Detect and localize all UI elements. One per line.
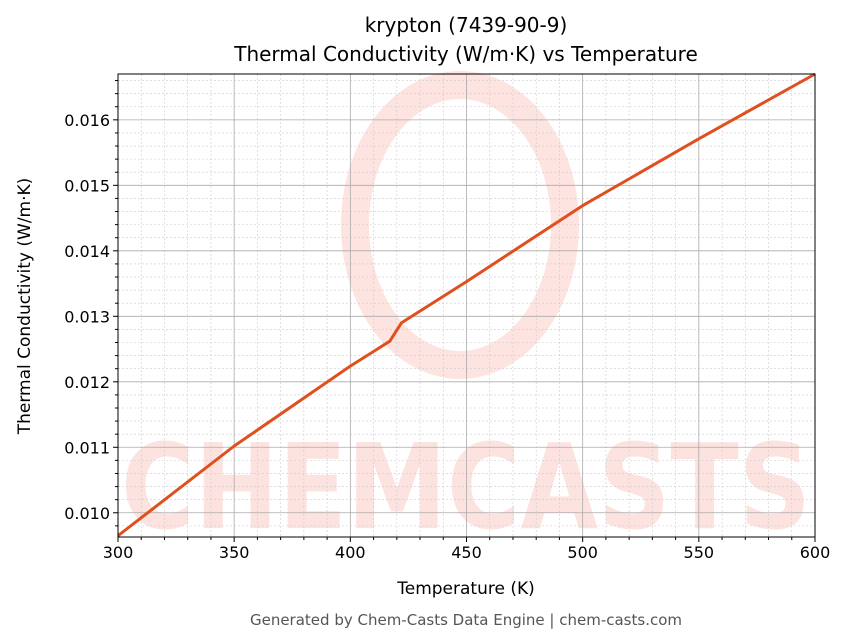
y-tick-label: 0.014 — [64, 242, 110, 261]
plot-frame — [117, 73, 816, 538]
x-tick-label: 300 — [103, 543, 134, 562]
y-tick-label: 0.010 — [64, 504, 110, 523]
y-tick-label: 0.013 — [64, 307, 110, 326]
y-tick-label: 0.012 — [64, 373, 110, 392]
chart-subtitle: Thermal Conductivity (W/m·K) vs Temperat… — [233, 42, 698, 66]
x-tick-label: 550 — [684, 543, 715, 562]
watermark-text: CHEMCASTS — [121, 418, 811, 556]
y-axis-label: Thermal Conductivity (W/m·K) — [15, 178, 35, 436]
x-tick-label: 350 — [219, 543, 250, 562]
watermark: CHEMCASTS — [121, 71, 811, 556]
x-tick-label: 450 — [451, 543, 482, 562]
y-tick-label: 0.016 — [64, 111, 110, 130]
x-tick-label: 400 — [335, 543, 366, 562]
x-tick-label: 600 — [800, 543, 831, 562]
y-tick-label: 0.015 — [64, 176, 110, 195]
x-tick-label: 500 — [567, 543, 598, 562]
x-axis-label: Temperature (K) — [396, 579, 535, 599]
footer-credit: Generated by Chem-Casts Data Engine | ch… — [250, 611, 682, 629]
chart-title: krypton (7439-90-9) — [365, 13, 568, 37]
y-tick-label: 0.011 — [64, 438, 110, 457]
watermark-logo-ring — [341, 71, 579, 379]
series-line — [117, 72, 816, 537]
